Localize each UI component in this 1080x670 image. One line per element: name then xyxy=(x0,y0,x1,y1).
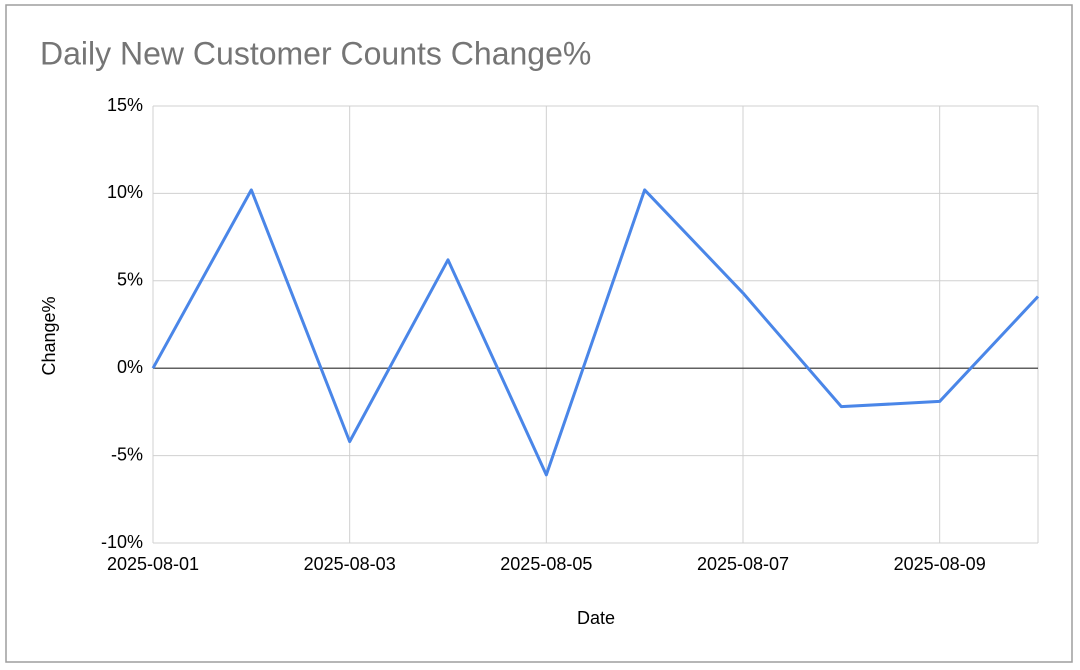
x-tick-label: 2025-08-03 xyxy=(304,554,396,574)
x-tick-label: 2025-08-07 xyxy=(697,554,789,574)
y-tick-label: -5% xyxy=(111,444,143,464)
y-tick-label: 5% xyxy=(117,270,143,290)
chart-title: Daily New Customer Counts Change% xyxy=(40,35,591,71)
y-tick-label: 0% xyxy=(117,357,143,377)
x-axis-label: Date xyxy=(577,608,615,628)
y-tick-label: 15% xyxy=(107,95,143,115)
x-tick-label: 2025-08-01 xyxy=(107,554,199,574)
data-line xyxy=(151,188,1040,477)
x-tick-label: 2025-08-05 xyxy=(500,554,592,574)
chart-frame xyxy=(5,4,1073,663)
x-tick-label: 2025-08-09 xyxy=(894,554,986,574)
y-tick-label: -10% xyxy=(101,532,143,552)
y-tick-label: 10% xyxy=(107,182,143,202)
y-axis-label: Change% xyxy=(39,296,59,375)
